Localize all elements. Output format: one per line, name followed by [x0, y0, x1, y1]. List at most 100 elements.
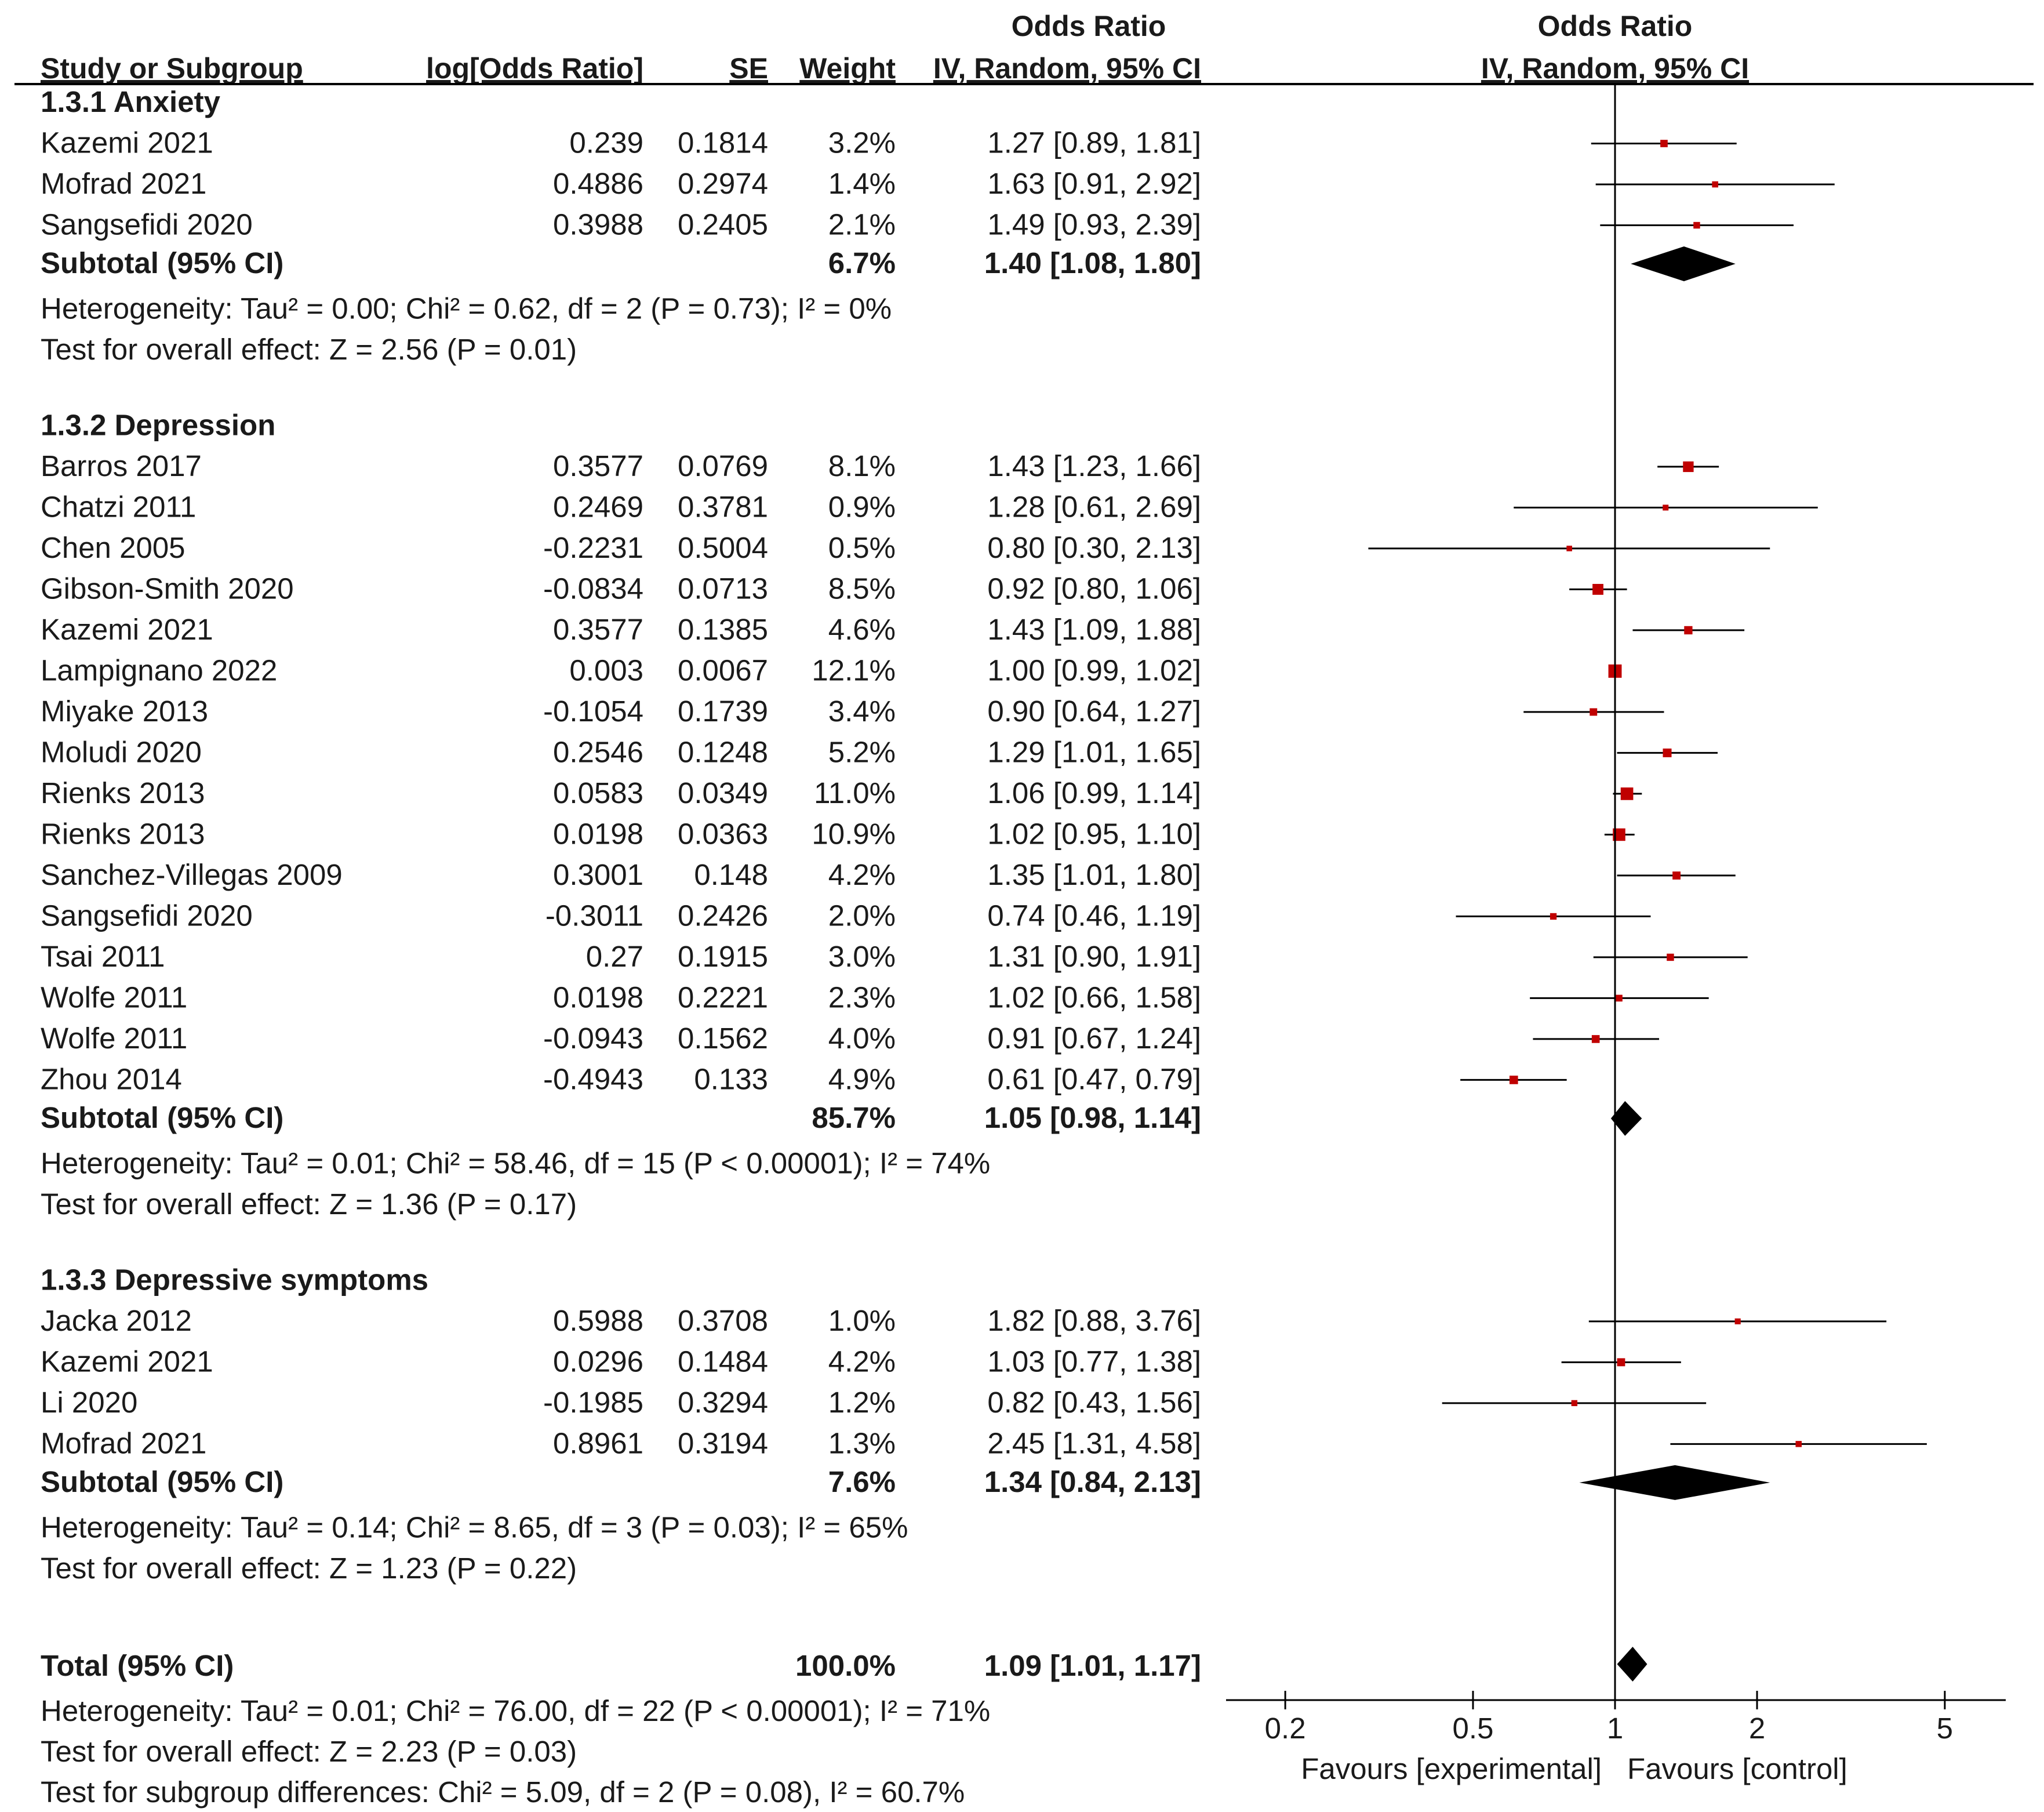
- study-weight: 1.0%: [828, 1304, 896, 1337]
- study-se: 0.3781: [678, 490, 768, 523]
- study-logor: -0.0834: [543, 572, 643, 605]
- study-weight: 3.4%: [828, 695, 896, 728]
- study-se: 0.0067: [678, 653, 768, 687]
- study-weight: 5.2%: [828, 735, 896, 768]
- subtotal-ci: 1.40 [1.08, 1.80]: [984, 246, 1201, 279]
- study-square: [1667, 953, 1674, 961]
- study-logor: 0.27: [586, 940, 643, 973]
- study-logor: 0.003: [569, 653, 643, 687]
- x-tick-label: 0.2: [1265, 1712, 1306, 1745]
- study-ci: 0.90 [0.64, 1.27]: [987, 695, 1201, 728]
- study-ci: 0.61 [0.47, 0.79]: [987, 1062, 1201, 1095]
- study-name: Sangsefidi 2020: [41, 208, 253, 241]
- study-ci: 0.91 [0.67, 1.24]: [987, 1022, 1201, 1055]
- study-square: [1592, 584, 1603, 595]
- study-square: [1663, 748, 1672, 757]
- total-ci: 1.09 [1.01, 1.17]: [984, 1649, 1201, 1682]
- subtotal-label: Subtotal (95% CI): [41, 1101, 283, 1134]
- subtotal-label: Subtotal (95% CI): [41, 246, 283, 279]
- study-ci: 0.74 [0.46, 1.19]: [987, 899, 1201, 932]
- study-square: [1613, 828, 1625, 841]
- subtotal-weight: 85.7%: [812, 1101, 896, 1134]
- study-name: Jacka 2012: [41, 1304, 192, 1337]
- study-square: [1684, 626, 1693, 635]
- study-logor: 0.5988: [553, 1304, 643, 1337]
- study-se: 0.1385: [678, 613, 768, 646]
- study-se: 0.2405: [678, 208, 768, 241]
- study-name: Wolfe 2011: [41, 1022, 187, 1055]
- study-logor: -0.1054: [543, 695, 643, 728]
- total-weight: 100.0%: [795, 1649, 896, 1682]
- group-title: 1.3.2 Depression: [41, 408, 275, 441]
- study-name: Chen 2005: [41, 531, 186, 564]
- study-se: 0.1915: [678, 940, 768, 973]
- total-diamond: [1617, 1647, 1647, 1682]
- study-weight: 12.1%: [812, 653, 896, 687]
- study-ci: 2.45 [1.31, 4.58]: [987, 1426, 1201, 1459]
- study-weight: 4.9%: [828, 1062, 896, 1095]
- study-ci: 1.82 [0.88, 3.76]: [987, 1304, 1201, 1337]
- header-weight: Weight: [799, 52, 896, 85]
- study-square: [1591, 1035, 1600, 1043]
- study-ci: 1.02 [0.66, 1.58]: [987, 981, 1201, 1014]
- total-heterogeneity-text: Heterogeneity: Tau² = 0.01; Chi² = 76.00…: [41, 1694, 990, 1727]
- study-se: 0.2426: [678, 899, 768, 932]
- study-name: Sangsefidi 2020: [41, 899, 253, 932]
- study-logor: -0.3011: [545, 899, 643, 932]
- header-or-sub: IV, Random, 95% CI: [933, 52, 1201, 85]
- study-name: Li 2020: [41, 1386, 137, 1419]
- study-se: 0.1562: [678, 1022, 768, 1055]
- study-weight: 3.2%: [828, 126, 896, 159]
- study-weight: 2.0%: [828, 899, 896, 932]
- study-ci: 1.63 [0.91, 2.92]: [987, 167, 1201, 200]
- study-se: 0.2221: [678, 981, 768, 1014]
- x-tick-label: 1: [1607, 1712, 1623, 1745]
- study-ci: 0.80 [0.30, 2.13]: [987, 531, 1201, 564]
- group-title: 1.3.1 Anxiety: [41, 85, 221, 118]
- study-square: [1620, 787, 1634, 800]
- study-square: [1616, 994, 1623, 1002]
- forest-rows: 1.3.1 Anxiety Kazemi 2021 0.239 0.1814 3.2% 1…: [41, 84, 2006, 1809]
- favours-control-label: Favours [control]: [1627, 1752, 1847, 1785]
- study-square: [1693, 221, 1700, 229]
- header-study: Study or Subgroup: [41, 52, 303, 85]
- subgroup-differences-text: Test for subgroup differences: Chi² = 5.…: [41, 1775, 965, 1809]
- study-square: [1660, 140, 1668, 147]
- study-name: Rienks 2013: [41, 817, 205, 850]
- study-logor: 0.0198: [553, 981, 643, 1014]
- study-weight: 4.6%: [828, 613, 896, 646]
- study-logor: 0.3577: [553, 613, 643, 646]
- study-weight: 4.2%: [828, 1345, 896, 1378]
- study-logor: 0.3988: [553, 208, 643, 241]
- study-se: 0.0349: [678, 776, 768, 809]
- x-tick-label: 5: [1937, 1712, 1953, 1745]
- study-se: 0.1739: [678, 695, 768, 728]
- study-weight: 0.9%: [828, 490, 896, 523]
- study-ci: 1.35 [1.01, 1.80]: [987, 858, 1201, 891]
- study-se: 0.1484: [678, 1345, 768, 1378]
- study-se: 0.3294: [678, 1386, 768, 1419]
- study-name: Kazemi 2021: [41, 613, 213, 646]
- study-se: 0.0713: [678, 572, 768, 605]
- header-plot-sub: IV, Random, 95% CI: [1481, 52, 1749, 85]
- study-ci: 0.82 [0.43, 1.56]: [987, 1386, 1201, 1419]
- study-name: Kazemi 2021: [41, 1345, 213, 1378]
- study-logor: 0.0583: [553, 776, 643, 809]
- study-se: 0.3708: [678, 1304, 768, 1337]
- favours-experimental-label: Favours [experimental]: [1301, 1752, 1602, 1785]
- study-name: Barros 2017: [41, 449, 202, 482]
- overall-effect-text: Test for overall effect: Z = 1.36 (P = 0…: [41, 1188, 577, 1221]
- header-or-top: Odds Ratio: [1012, 10, 1166, 42]
- study-logor: 0.239: [569, 126, 643, 159]
- header-plot-top: Odds Ratio: [1538, 10, 1693, 42]
- study-logor: 0.3577: [553, 449, 643, 482]
- subtotal-ci: 1.05 [0.98, 1.14]: [984, 1101, 1201, 1134]
- study-ci: 1.43 [1.09, 1.88]: [987, 613, 1201, 646]
- subtotal-label: Subtotal (95% CI): [41, 1465, 283, 1498]
- study-logor: 0.8961: [553, 1426, 643, 1459]
- study-ci: 1.27 [0.89, 1.81]: [987, 126, 1201, 159]
- total-label: Total (95% CI): [41, 1649, 234, 1682]
- x-tick-label: 2: [1749, 1712, 1765, 1745]
- study-square: [1590, 708, 1598, 716]
- subtotal-diamond: [1610, 1101, 1642, 1136]
